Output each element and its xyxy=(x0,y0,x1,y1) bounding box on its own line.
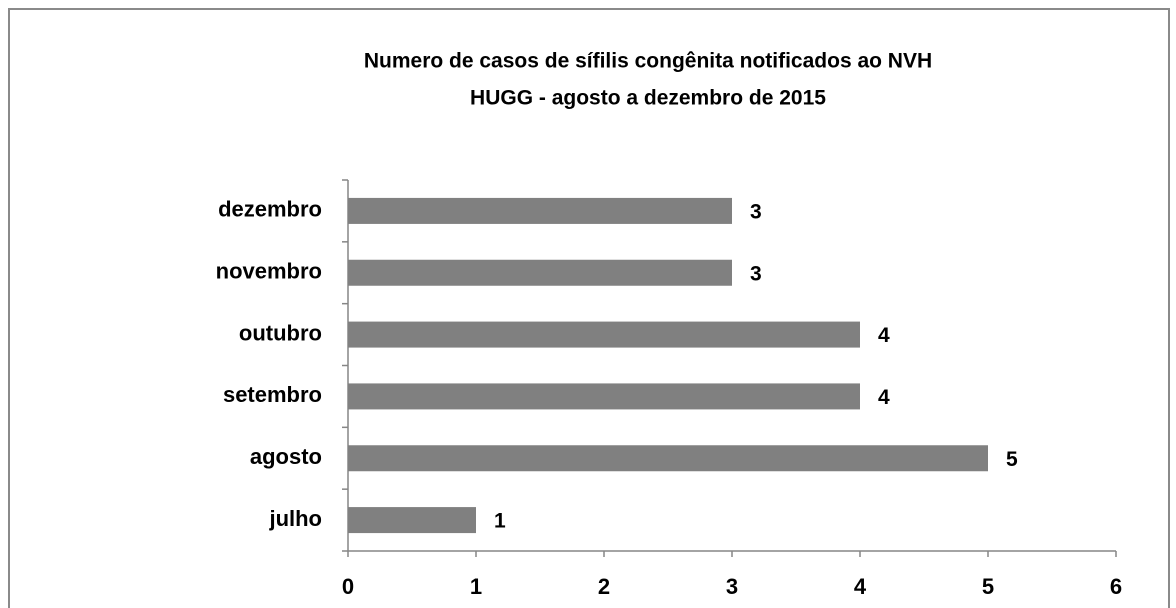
x-tick-label: 3 xyxy=(726,574,738,599)
y-tick-label: outubro xyxy=(239,320,322,345)
x-tick-label: 4 xyxy=(854,574,867,599)
y-tick-label: setembro xyxy=(223,382,322,407)
data-label: 5 xyxy=(1006,448,1018,471)
chart-title: Numero de casos de sífilis congênita not… xyxy=(364,50,932,73)
bar xyxy=(348,259,732,286)
data-label: 3 xyxy=(750,200,762,223)
data-label: 3 xyxy=(750,262,762,285)
x-tick-label: 0 xyxy=(342,574,354,599)
bar xyxy=(348,321,860,348)
bar xyxy=(348,445,988,472)
chart-subtitle: HUGG - agosto a dezembro de 2015 xyxy=(470,87,826,110)
chart-border xyxy=(8,8,1170,608)
data-label: 1 xyxy=(494,510,506,533)
x-tick-label: 2 xyxy=(598,574,610,599)
x-tick-label: 1 xyxy=(470,574,482,599)
bar xyxy=(348,507,476,534)
y-tick-label: novembro xyxy=(216,259,322,284)
x-tick-label: 6 xyxy=(1110,574,1122,599)
bar xyxy=(348,197,732,224)
y-tick-label: agosto xyxy=(250,444,322,469)
x-tick-label: 5 xyxy=(982,574,994,599)
data-label: 4 xyxy=(878,386,890,409)
data-label: 4 xyxy=(878,324,890,347)
bar xyxy=(348,383,860,410)
y-tick-label: dezembro xyxy=(218,197,322,222)
y-tick-label: julho xyxy=(268,506,322,531)
